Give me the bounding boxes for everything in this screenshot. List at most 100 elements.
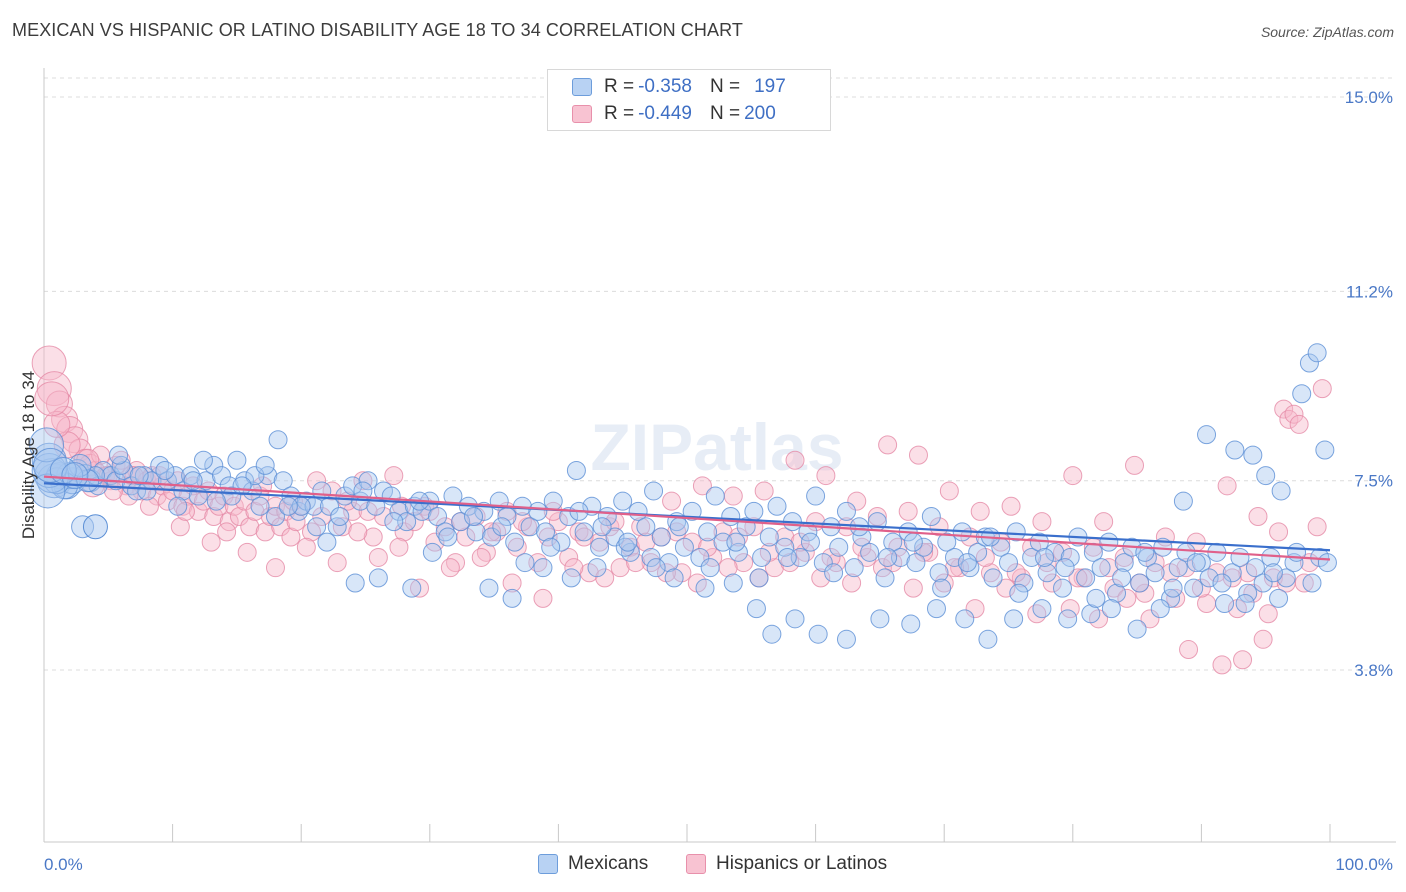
mexicans-point [268, 430, 288, 450]
hispanics-point [296, 537, 316, 557]
hispanics-point [775, 527, 795, 547]
mexicans-point [559, 507, 579, 527]
hispanics-point [245, 501, 265, 521]
mexicans-point [222, 486, 242, 506]
hispanics-point [1135, 583, 1155, 603]
mexicans-point [1292, 384, 1312, 404]
hispanics-point [764, 558, 784, 578]
hispanics-point [867, 507, 887, 527]
mexicans-point [932, 578, 952, 598]
mexicans-point [978, 629, 998, 649]
mexicans-trend-line [43, 482, 1331, 552]
hispanics-point [240, 517, 260, 537]
mexicans-point [278, 496, 298, 516]
mexicans-point [615, 537, 635, 557]
mexicans-point [875, 568, 895, 588]
mexicans-point [1269, 588, 1289, 608]
mexicans-point [574, 522, 594, 542]
hispanics-point [1269, 522, 1289, 542]
mexicans-point [698, 522, 718, 542]
mexicans-point [168, 496, 188, 516]
hispanics-point [307, 471, 327, 491]
hispanics-point [543, 501, 563, 521]
hispanics-point [1094, 512, 1114, 532]
mexicans-point [1302, 573, 1322, 593]
hispanics-point [569, 522, 589, 542]
hispanics-point [1217, 476, 1237, 496]
hispanics-point [36, 371, 72, 407]
mexicans-point [541, 537, 561, 557]
mexicans-point [744, 501, 764, 521]
mexicans-point [502, 588, 522, 608]
hispanics-point [692, 476, 712, 496]
mexicans-point [543, 491, 563, 511]
hispanics-point [507, 537, 527, 557]
mexicans-point [482, 527, 502, 547]
mexicans-point [955, 609, 975, 629]
hispanics-point [847, 491, 867, 511]
mexicans-point [422, 542, 442, 562]
mexicans-point [1076, 568, 1096, 588]
hispanics-point [785, 450, 805, 470]
mexicans-point [528, 501, 548, 521]
mexicans-point [1130, 573, 1150, 593]
hispanics-point [1032, 512, 1052, 532]
hispanics-point [631, 517, 651, 537]
hispanics-point [1243, 583, 1263, 603]
mexicans-point [1032, 599, 1052, 619]
mexicans-point [705, 486, 725, 506]
mexicans-point [492, 517, 512, 537]
mexicans-point [273, 471, 293, 491]
mexicans-point [1299, 353, 1319, 373]
mexicans-point [1101, 599, 1121, 619]
mexicans-point [618, 532, 638, 552]
mexicans-point [1186, 553, 1206, 573]
hispanics-point [1006, 563, 1026, 583]
y-tick-label: 3.8% [1354, 661, 1393, 680]
hispanics-point [384, 466, 404, 486]
hispanics-point [1063, 466, 1083, 486]
hispanics-point [1001, 496, 1021, 516]
hispanics-point [1274, 399, 1294, 419]
hispanics-point [147, 486, 167, 506]
hispanics-point [139, 496, 159, 516]
hispanics-point [271, 517, 291, 537]
hispanics-point [919, 542, 939, 562]
mexicans-point [137, 481, 157, 501]
watermark: ZIPatlas [590, 410, 843, 484]
mexicans-point [636, 517, 656, 537]
hispanics-point [389, 537, 409, 557]
mexicans-point [1037, 563, 1057, 583]
hispanics-point [229, 507, 249, 527]
bottom-legend-label-mexicans: Mexicans [568, 853, 649, 874]
hispanics-point [1248, 507, 1268, 527]
hispanics-point [204, 507, 224, 527]
mexicans-point [806, 486, 826, 506]
hispanics-point [713, 522, 733, 542]
hispanics-point [898, 501, 918, 521]
legend-swatch-hispanics [572, 105, 592, 123]
mexicans-point [860, 542, 880, 562]
hispanics-point [1276, 573, 1296, 593]
hispanics-point [201, 532, 221, 552]
mexicans-points [29, 343, 1337, 649]
mexicans-point [1127, 619, 1147, 639]
hispanics-point [1222, 568, 1242, 588]
mexicans-point [479, 578, 499, 598]
hispanics-point [1191, 578, 1211, 598]
mexicans-point [265, 507, 285, 527]
hispanics-point [790, 532, 810, 552]
hispanics-point [595, 568, 615, 588]
hispanics-point [410, 578, 430, 598]
mexicans-point [651, 527, 671, 547]
mexicans-point [1235, 593, 1255, 613]
hispanics-point [34, 381, 70, 417]
mexicans-point [245, 466, 265, 486]
mexicans-point [1009, 583, 1029, 603]
hispanics-point [1233, 650, 1253, 670]
mexicans-point [1261, 547, 1281, 567]
mexicans-point [1035, 547, 1055, 567]
mexicans-point [870, 609, 890, 629]
legend-r-value-hispanics: -0.449 [638, 103, 692, 124]
mexicans-point [345, 573, 365, 593]
